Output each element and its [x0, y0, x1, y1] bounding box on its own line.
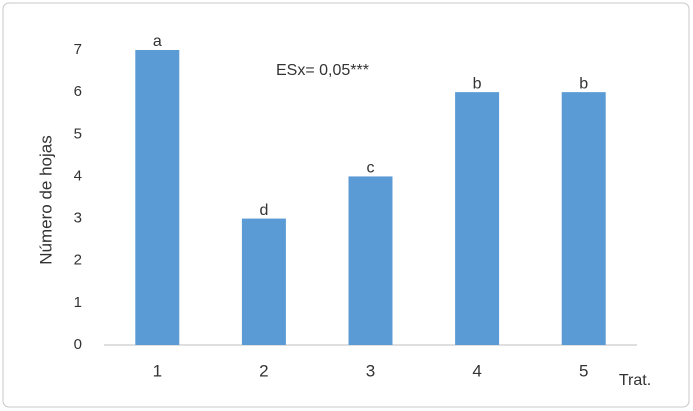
bar: [348, 176, 393, 345]
bar: [455, 92, 500, 346]
bar-annotation: d: [259, 202, 268, 219]
y-axis-label: Número de hojas: [36, 135, 55, 264]
x-axis-label: Trat.: [619, 372, 651, 389]
y-tick-label: 4: [74, 167, 82, 184]
x-tick-label: 3: [366, 361, 375, 380]
y-tick-label: 7: [74, 41, 82, 58]
x-tick-label: 1: [153, 361, 162, 380]
y-tick-label: 6: [74, 83, 82, 100]
bar-annotation: c: [367, 160, 375, 177]
y-tick-label: 1: [74, 294, 82, 311]
x-tick-label: 5: [579, 361, 588, 380]
bar: [561, 92, 606, 346]
bar: [135, 50, 180, 345]
x-tick-label: 2: [259, 361, 268, 380]
y-tick-label: 3: [74, 210, 82, 227]
y-tick-label: 5: [74, 125, 82, 142]
bar-annotation: a: [153, 33, 162, 50]
bar-annotation: b: [579, 75, 588, 92]
x-tick-label: 4: [472, 361, 481, 380]
bar-annotation: b: [473, 75, 482, 92]
y-tick-label: 0: [74, 336, 82, 353]
y-tick-label: 2: [74, 252, 82, 269]
bar: [241, 218, 286, 345]
annotation: ESx= 0,05***: [276, 62, 369, 79]
